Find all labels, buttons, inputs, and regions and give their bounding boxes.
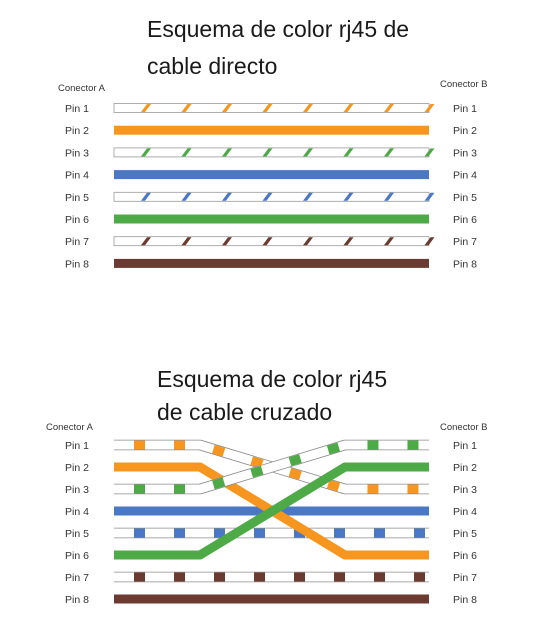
crossover-right-pin-1: Pin 1	[453, 440, 477, 452]
straight-right-pin-4: Pin 4	[453, 170, 477, 182]
straight-wire-7	[113, 236, 435, 247]
straight-right-pin-7: Pin 7	[453, 236, 477, 248]
straight-connector-a-label: Conector A	[58, 83, 106, 94]
straight-left-pin-3: Pin 3	[65, 147, 89, 159]
crossover-right-pin-8: Pin 8	[453, 594, 477, 606]
straight-left-pin-2: Pin 2	[65, 125, 89, 137]
crossover-left-pin-3: Pin 3	[65, 484, 89, 496]
crossover-wire-6	[114, 462, 429, 560]
crossover-title-line1: Esquema de color rj45	[157, 366, 387, 392]
crossover-left-pin-7: Pin 7	[65, 572, 89, 584]
straight-wire-5	[113, 191, 435, 202]
crossover-left-pin-2: Pin 2	[65, 462, 89, 474]
crossover-left-pin-5: Pin 5	[65, 528, 89, 540]
straight-right-pin-1: Pin 1	[453, 103, 477, 115]
crossover-left-pin-labels: Pin 1 Pin 2 Pin 3 Pin 4 Pin 5 Pin 6 Pin 7 Pin 8	[65, 440, 89, 606]
straight-wire-2	[114, 125, 429, 135]
straight-wire-3	[113, 147, 435, 158]
straight-right-pin-2: Pin 2	[453, 125, 477, 137]
straight-right-pin-labels: Pin 1 Pin 2 Pin 3 Pin 4 Pin 5 Pin 6 Pin 7 Pin 8	[453, 103, 477, 270]
crossover-title-line2: de cable cruzado	[157, 399, 332, 425]
straight-title-line1: Esquema de color rj45 de	[147, 16, 409, 42]
crossover-right-pin-2: Pin 2	[453, 462, 477, 474]
straight-left-pin-7: Pin 7	[65, 236, 89, 248]
crossover-section: Esquema de color rj45 de cable cruzado C…	[46, 366, 488, 606]
straight-wire-6	[114, 214, 429, 224]
crossover-right-pin-6: Pin 6	[453, 550, 477, 562]
straight-right-pin-3: Pin 3	[453, 147, 477, 159]
crossover-left-pin-4: Pin 4	[65, 506, 89, 518]
crossover-right-pin-5: Pin 5	[453, 528, 477, 540]
straight-connector-b-label: Conector B	[440, 79, 488, 90]
straight-left-pin-5: Pin 5	[65, 192, 89, 204]
straight-right-pin-8: Pin 8	[453, 258, 477, 270]
crossover-connector-b-label: Conector B	[440, 422, 488, 433]
straight-wires	[113, 103, 435, 268]
straight-wire-4	[114, 170, 429, 180]
crossover-right-pin-labels: Pin 1 Pin 2 Pin 3 Pin 4 Pin 5 Pin 6 Pin 7 Pin 8	[453, 440, 477, 606]
crossover-wire-3	[114, 439, 429, 495]
crossover-right-pin-7: Pin 7	[453, 572, 477, 584]
straight-left-pin-8: Pin 8	[65, 258, 89, 270]
straight-right-pin-5: Pin 5	[453, 192, 477, 204]
straight-title-line2: cable directo	[147, 53, 277, 79]
straight-section: Esquema de color rj45 de cable directo C…	[58, 16, 488, 270]
straight-left-pin-1: Pin 1	[65, 103, 89, 115]
crossover-connector-a-label: Conector A	[46, 422, 94, 433]
straight-wire-8	[114, 258, 429, 268]
crossover-wires	[114, 439, 429, 604]
crossover-left-pin-8: Pin 8	[65, 594, 89, 606]
straight-right-pin-6: Pin 6	[453, 214, 477, 226]
straight-wire-1	[113, 103, 435, 113]
straight-left-pin-4: Pin 4	[65, 170, 89, 182]
straight-left-pin-labels: Pin 1 Pin 2 Pin 3 Pin 4 Pin 5 Pin 6 Pin 7 Pin 8	[65, 103, 89, 270]
crossover-right-pin-4: Pin 4	[453, 506, 477, 518]
crossover-left-pin-1: Pin 1	[65, 440, 89, 452]
crossover-right-pin-3: Pin 3	[453, 484, 477, 496]
crossover-left-pin-6: Pin 6	[65, 550, 89, 562]
straight-left-pin-6: Pin 6	[65, 214, 89, 226]
